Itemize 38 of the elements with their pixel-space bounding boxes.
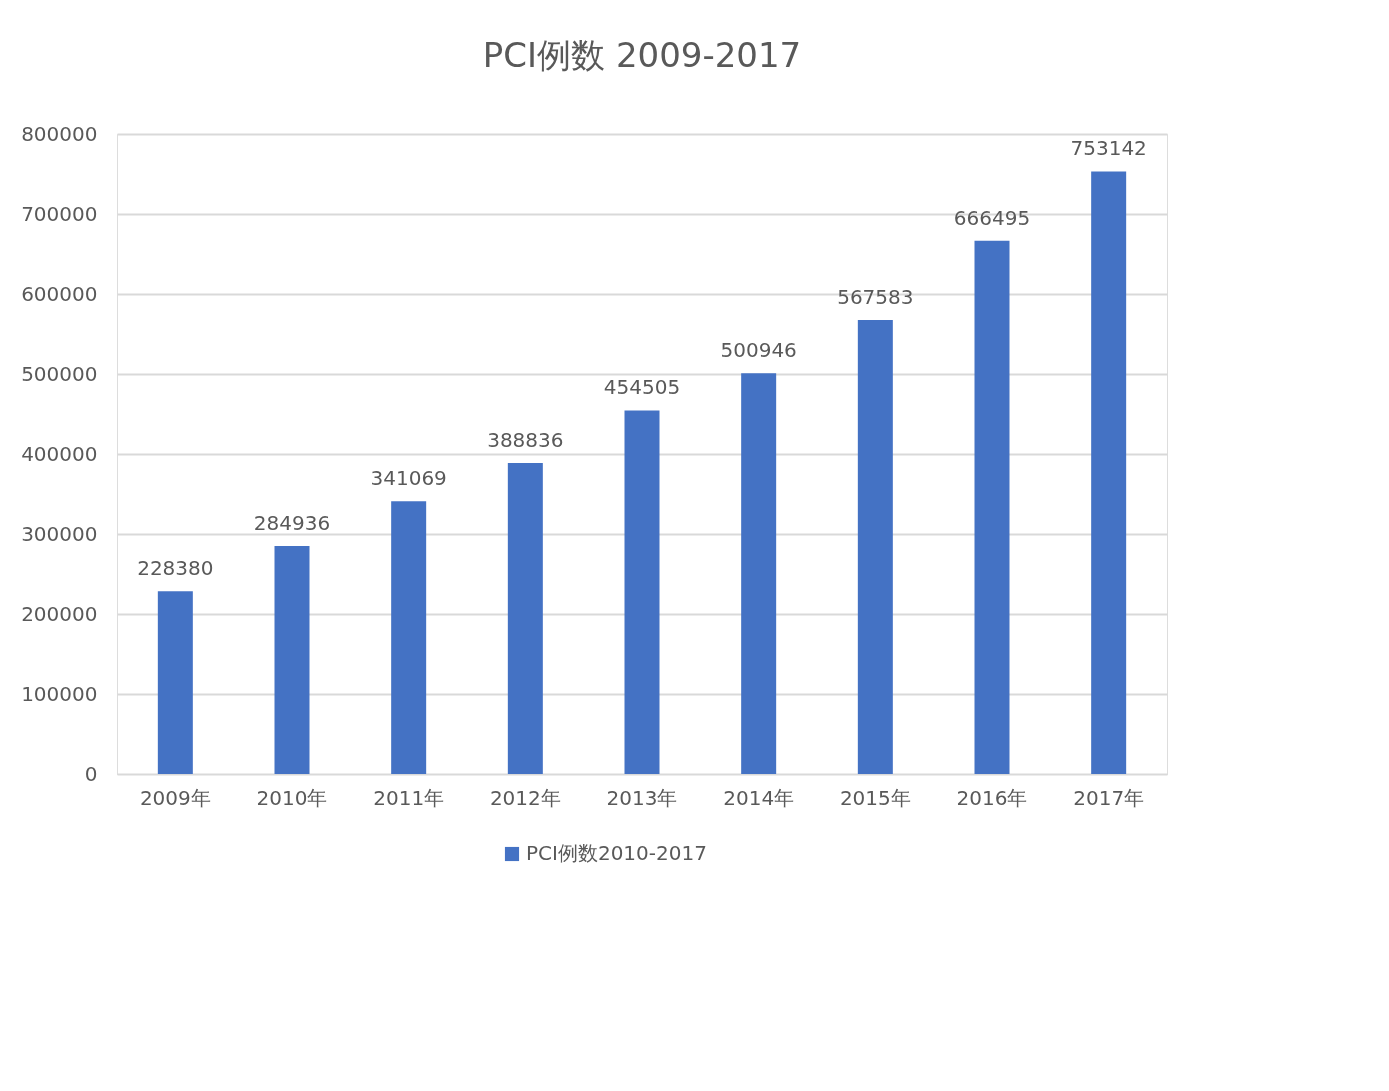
legend-label: PCI例数2010-2017 bbox=[526, 841, 707, 865]
y-tick-label: 200000 bbox=[21, 601, 98, 626]
bar bbox=[624, 410, 660, 774]
bar bbox=[507, 462, 543, 774]
x-tick-label: 2017年 bbox=[1073, 785, 1145, 810]
bar bbox=[157, 591, 193, 774]
data-label: 666495 bbox=[953, 205, 1031, 230]
y-tick-label: 300000 bbox=[21, 521, 98, 546]
data-label: 284936 bbox=[253, 511, 331, 536]
x-tick-label: 2010年 bbox=[256, 785, 328, 810]
data-label: 753142 bbox=[1070, 136, 1147, 161]
y-tick-label: 100000 bbox=[21, 681, 98, 706]
y-tick-label: 400000 bbox=[21, 441, 98, 466]
data-label: 341069 bbox=[370, 466, 447, 491]
y-tick-label: 700000 bbox=[21, 201, 98, 226]
data-label: 500946 bbox=[720, 338, 797, 363]
x-tick-label: 2009年 bbox=[139, 785, 211, 810]
bar bbox=[857, 319, 893, 774]
x-tick-label: 2012年 bbox=[489, 785, 561, 810]
bar bbox=[391, 501, 427, 774]
bar bbox=[974, 240, 1010, 774]
chart-title: PCI例数 2009-2017 bbox=[482, 35, 802, 75]
data-label: 388836 bbox=[487, 427, 564, 452]
bar bbox=[741, 373, 777, 774]
data-label: 567583 bbox=[837, 284, 914, 309]
data-label: 228380 bbox=[137, 556, 214, 581]
x-tick-label: 2011年 bbox=[373, 785, 445, 810]
data-label: 454505 bbox=[603, 375, 681, 400]
y-tick-label: 500000 bbox=[21, 361, 98, 386]
y-tick-label: 0 bbox=[84, 761, 98, 786]
x-tick-label: 2015年 bbox=[839, 785, 911, 810]
bar bbox=[1091, 171, 1127, 774]
x-tick-label: 2016年 bbox=[956, 785, 1028, 810]
bar bbox=[274, 546, 310, 774]
x-tick-label: 2014年 bbox=[723, 785, 795, 810]
x-tick-label: 2013年 bbox=[606, 785, 678, 810]
y-tick-label: 800000 bbox=[21, 121, 98, 146]
y-tick-label: 600000 bbox=[21, 281, 98, 306]
